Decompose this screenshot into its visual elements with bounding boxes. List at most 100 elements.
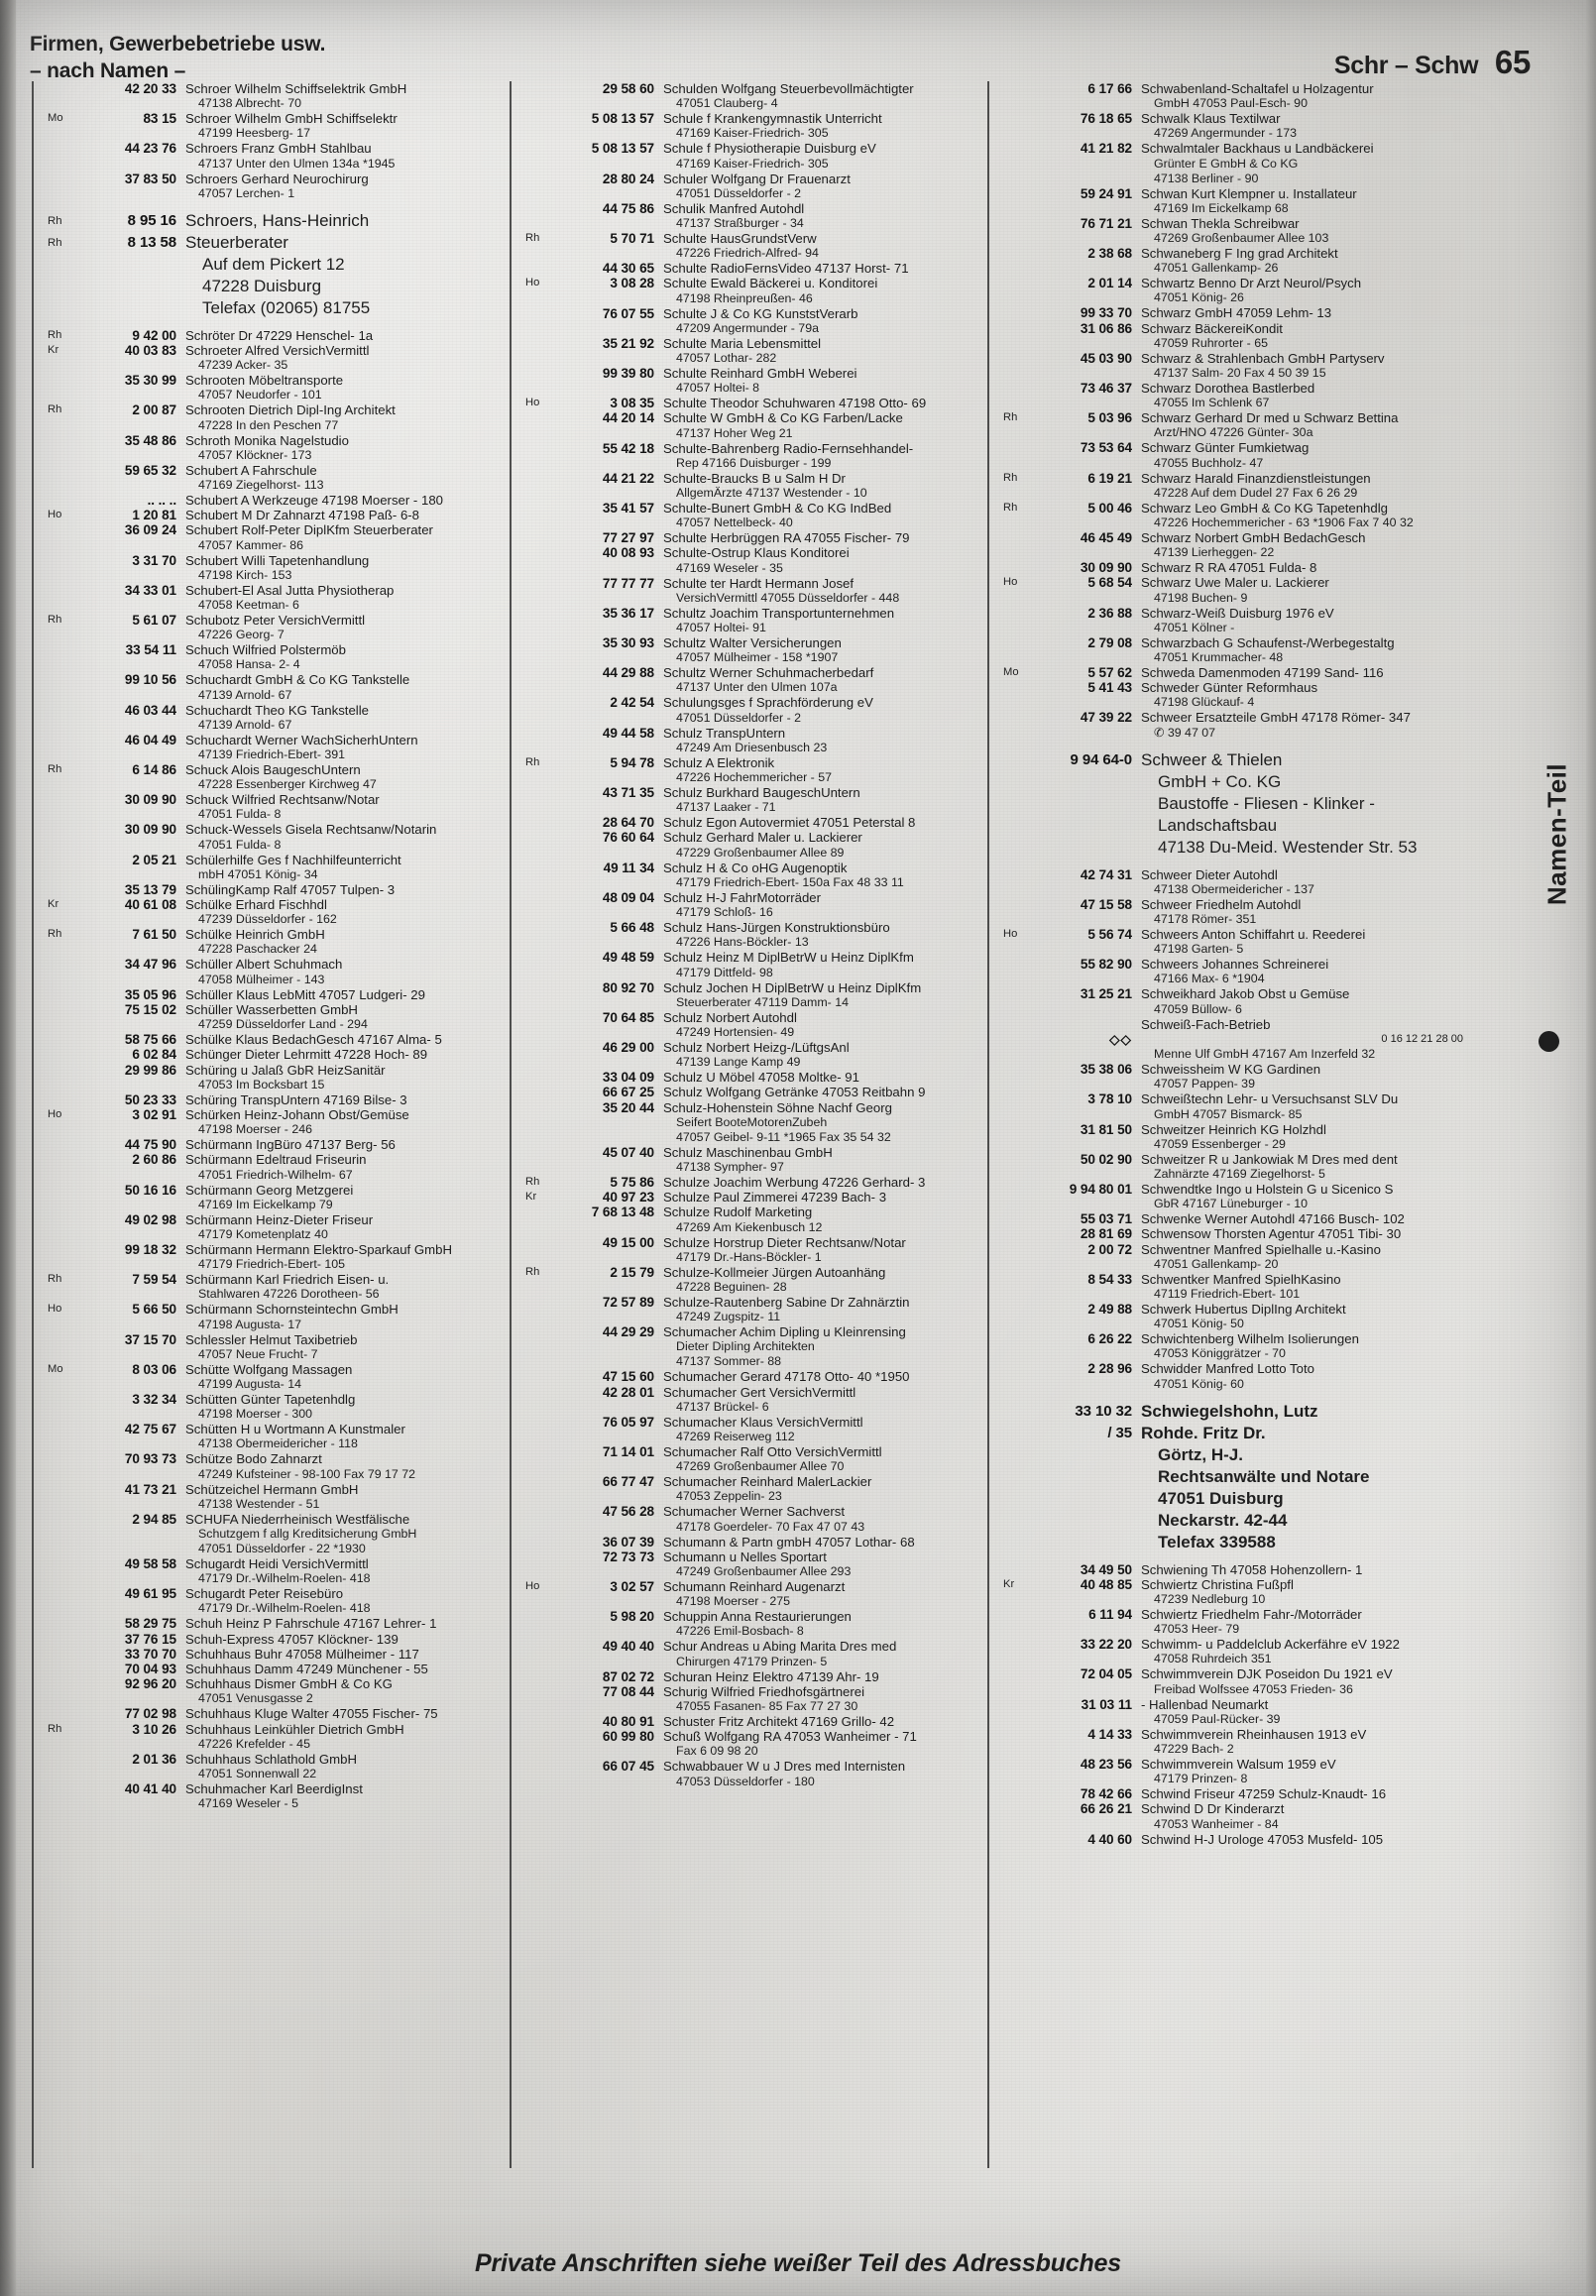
phone-number[interactable]: 44 29 29 — [602, 1324, 654, 1340]
phone-number[interactable]: 49 15 00 — [602, 1234, 654, 1250]
phone-number[interactable]: 2 00 72 — [1087, 1241, 1132, 1257]
phone-number[interactable]: 3 10 26 — [132, 1721, 176, 1737]
phone-number[interactable]: 59 24 91 — [1080, 185, 1132, 201]
phone-number[interactable]: 5 61 07 — [132, 613, 176, 629]
phone-number[interactable]: 47 15 60 — [602, 1369, 654, 1385]
phone-number[interactable]: 45 03 90 — [1080, 350, 1132, 366]
phone-number[interactable]: 77 02 98 — [124, 1706, 176, 1722]
phone-number[interactable]: 49 44 58 — [602, 725, 654, 741]
phone-number[interactable]: 1 20 81 — [132, 508, 176, 523]
phone-number[interactable]: 50 02 90 — [1080, 1151, 1132, 1167]
phone-number[interactable]: 35 30 99 — [124, 373, 176, 389]
phone-number[interactable]: 35 41 57 — [602, 501, 654, 517]
phone-number[interactable]: 41 73 21 — [124, 1481, 176, 1497]
phone-number[interactable]: 5 08 13 57 — [591, 141, 654, 157]
phone-number[interactable]: 66 77 47 — [602, 1474, 654, 1490]
phone-number[interactable]: 35 36 17 — [602, 605, 654, 621]
phone-number[interactable]: 49 58 58 — [124, 1555, 176, 1571]
entry-fax-number[interactable]: 0 16 12 21 28 00 — [1381, 1032, 1463, 1045]
phone-number[interactable]: 29 58 60 — [602, 81, 654, 96]
phone-number[interactable]: 3 02 91 — [132, 1106, 176, 1122]
phone-number[interactable]: 6 11 94 — [1088, 1606, 1132, 1622]
phone-number[interactable]: 9 94 64-0 — [1070, 750, 1133, 768]
phone-number[interactable]: 40 48 85 — [1080, 1576, 1132, 1592]
phone-number[interactable]: 47 15 58 — [1080, 896, 1132, 912]
phone-number[interactable]: 77 08 44 — [602, 1683, 654, 1699]
phone-number[interactable]: 72 04 05 — [1080, 1666, 1132, 1682]
phone-number[interactable]: 40 61 08 — [124, 897, 176, 913]
phone-number[interactable]: 72 73 73 — [602, 1549, 654, 1564]
phone-number[interactable]: 2 94 85 — [132, 1511, 176, 1527]
phone-number[interactable]: 40 80 91 — [602, 1713, 654, 1729]
phone-number[interactable]: 50 23 33 — [124, 1091, 176, 1107]
phone-number[interactable]: 9 94 80 01 — [1069, 1181, 1132, 1197]
phone-number[interactable]: 48 23 56 — [1080, 1756, 1132, 1772]
phone-number[interactable]: 3 32 34 — [132, 1391, 176, 1407]
phone-number[interactable]: 42 75 67 — [124, 1422, 176, 1437]
phone-number[interactable]: 58 75 66 — [124, 1032, 176, 1048]
phone-number[interactable]: 8 54 33 — [1087, 1271, 1132, 1287]
phone-number[interactable]: 35 05 96 — [124, 986, 176, 1002]
phone-number[interactable]: 35 21 92 — [602, 335, 654, 351]
phone-number[interactable]: 2 15 79 — [610, 1264, 654, 1280]
phone-number[interactable]: 33 04 09 — [602, 1070, 654, 1086]
phone-number[interactable]: 5 00 46 — [1087, 500, 1132, 516]
phone-number[interactable]: 34 33 01 — [124, 582, 176, 598]
phone-number[interactable]: 2 79 08 — [1087, 634, 1132, 650]
phone-number[interactable]: 35 20 44 — [602, 1099, 654, 1115]
phone-number[interactable]: 55 82 90 — [1080, 957, 1132, 973]
phone-number[interactable]: 44 75 90 — [124, 1137, 176, 1153]
phone-number[interactable]: 7 68 13 48 — [591, 1205, 654, 1220]
phone-number[interactable]: 46 45 49 — [1080, 530, 1132, 546]
phone-number[interactable]: 33 22 20 — [1080, 1637, 1132, 1653]
phone-number[interactable]: 2 60 86 — [132, 1152, 176, 1168]
phone-number[interactable]: 3 78 10 — [1087, 1091, 1132, 1107]
phone-number[interactable]: 73 53 64 — [1080, 440, 1132, 456]
phone-number[interactable]: 34 47 96 — [124, 957, 176, 973]
phone-number[interactable]: 31 25 21 — [1080, 986, 1132, 1002]
phone-number[interactable]: 49 61 95 — [124, 1586, 176, 1602]
phone-number[interactable]: 5 41 43 — [1087, 680, 1132, 696]
phone-number[interactable]: 77 77 77 — [602, 575, 654, 591]
phone-number[interactable]: 43 71 35 — [602, 785, 654, 801]
phone-number[interactable]: 44 29 88 — [602, 665, 654, 681]
phone-number[interactable]: 66 26 21 — [1080, 1801, 1132, 1817]
phone-number[interactable]: 99 33 70 — [1080, 305, 1132, 321]
phone-number[interactable]: 40 08 93 — [602, 545, 654, 561]
phone-number[interactable]: 72 57 89 — [602, 1294, 654, 1310]
phone-number[interactable]: 2 42 54 — [610, 695, 654, 711]
phone-number[interactable]: 99 10 56 — [124, 672, 176, 688]
phone-number[interactable]: .. .. .. — [147, 493, 177, 509]
phone-number[interactable]: 3 08 35 — [610, 396, 654, 411]
phone-number[interactable]: 29 99 86 — [124, 1062, 176, 1078]
phone-number[interactable]: 45 07 40 — [602, 1144, 654, 1160]
phone-number[interactable]: 2 38 68 — [1087, 246, 1132, 262]
phone-number[interactable]: 46 29 00 — [602, 1039, 654, 1055]
phone-number[interactable]: 28 81 69 — [1080, 1226, 1132, 1242]
phone-number[interactable]: 5 68 54 — [1087, 575, 1132, 591]
phone-number[interactable]: 9 42 00 — [132, 327, 176, 343]
phone-number[interactable]: 42 28 01 — [602, 1384, 654, 1400]
phone-number[interactable]: 5 03 96 — [1087, 410, 1132, 426]
phone-number[interactable]: 35 30 93 — [602, 635, 654, 651]
phone-number[interactable]: 37 15 70 — [124, 1331, 176, 1347]
phone-number[interactable]: 40 41 40 — [124, 1780, 176, 1796]
phone-number[interactable]: 33 10 32 — [1075, 1402, 1132, 1420]
phone-number[interactable]: 33 54 11 — [125, 642, 176, 658]
phone-number[interactable]: 50 16 16 — [124, 1182, 176, 1198]
phone-number[interactable]: 30 09 90 — [124, 792, 176, 808]
phone-number[interactable]: 5 66 48 — [610, 920, 654, 936]
phone-number[interactable]: 66 07 45 — [602, 1759, 654, 1775]
phone-number[interactable]: 5 66 50 — [132, 1302, 176, 1318]
phone-number[interactable]: 4 14 33 — [1087, 1726, 1132, 1742]
phone-number[interactable]: 99 18 32 — [124, 1241, 176, 1257]
phone-number[interactable]: 76 71 21 — [1080, 215, 1132, 231]
phone-number[interactable]: 5 08 13 57 — [591, 111, 654, 127]
phone-number[interactable]: 8 95 16 — [127, 211, 176, 229]
phone-number[interactable]: 47 39 22 — [1080, 710, 1132, 726]
phone-number[interactable]: 28 80 24 — [602, 171, 654, 186]
phone-number[interactable]: 3 02 57 — [610, 1578, 654, 1594]
phone-number[interactable]: 2 28 96 — [1087, 1361, 1132, 1377]
phone-number[interactable]: 44 21 22 — [602, 470, 654, 486]
phone-number[interactable]: 4 40 60 — [1087, 1831, 1132, 1847]
